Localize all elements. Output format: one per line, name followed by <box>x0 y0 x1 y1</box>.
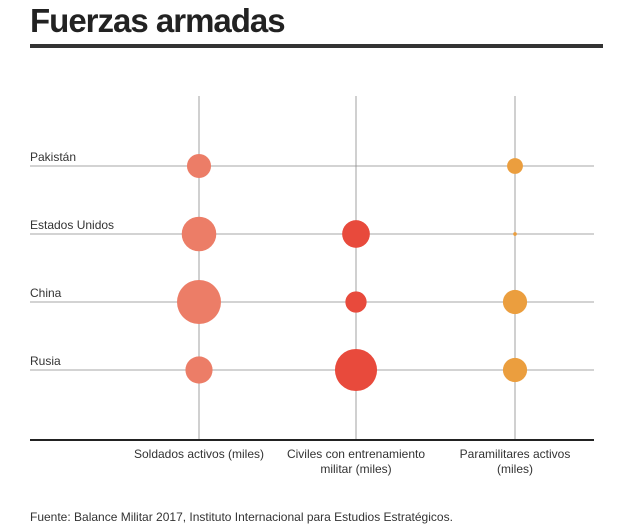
row-label: Estados Unidos <box>30 218 114 232</box>
bubble-point <box>502 357 528 383</box>
row-label: Rusia <box>30 354 61 368</box>
bubble-point <box>334 348 378 392</box>
column-label: (miles) <box>497 462 533 476</box>
title-rule <box>30 44 603 48</box>
source-note: Fuente: Balance Militar 2017, Instituto … <box>30 510 453 524</box>
bubble-point <box>507 158 523 174</box>
bubble-point <box>181 216 217 252</box>
bubble-point <box>185 356 213 384</box>
label-layer: Pakistán Estados Unidos China Rusia Soldados… <box>30 150 570 476</box>
bubble-point <box>345 291 367 313</box>
bubble-point <box>342 220 370 248</box>
bubble-layer <box>177 153 528 392</box>
column-label: militar (miles) <box>320 462 391 476</box>
chart-title: Fuerzas armadas <box>30 2 286 39</box>
row-label: Pakistán <box>30 150 76 164</box>
row-label: China <box>30 286 62 300</box>
column-label: Paramilitares activos <box>460 447 571 461</box>
grid-layer <box>30 96 594 440</box>
column-label: Soldados activos (miles) <box>134 447 264 461</box>
column-label: Civiles con entrenamiento <box>287 447 425 461</box>
bubble-point <box>186 153 212 179</box>
bubble-point <box>177 280 221 324</box>
bubble-point <box>513 232 517 236</box>
bubble-point <box>502 289 528 315</box>
